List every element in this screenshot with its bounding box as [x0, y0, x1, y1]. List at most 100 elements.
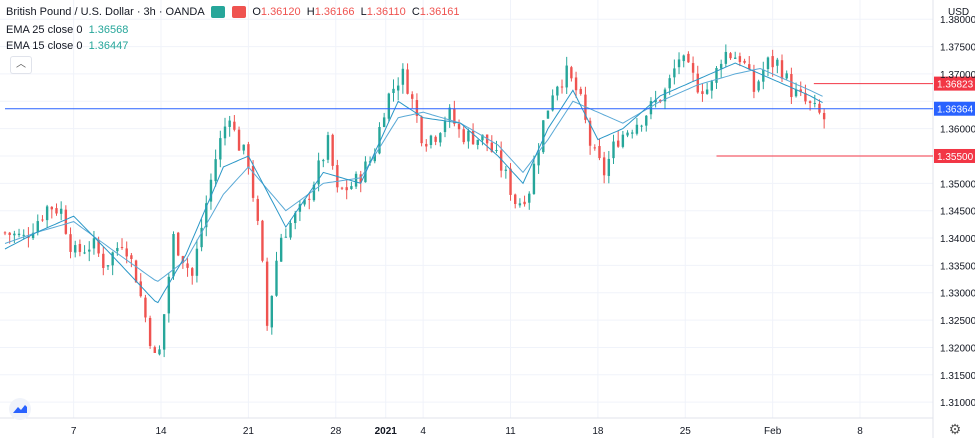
candle-down	[748, 64, 751, 70]
candle-up	[59, 208, 63, 214]
candle-up	[83, 252, 86, 254]
candle-up	[312, 184, 316, 201]
support-price-tag	[934, 148, 975, 163]
candle-down	[799, 89, 802, 92]
candle-up	[429, 135, 433, 145]
candle-up	[518, 203, 522, 206]
candle-up	[45, 206, 49, 221]
candle-up	[326, 135, 330, 160]
candle-up	[392, 88, 395, 94]
candle-up	[13, 233, 16, 236]
candle-up	[565, 65, 568, 88]
y-tick-label: 1.36000	[940, 125, 975, 136]
candle-down	[687, 53, 690, 63]
candle-up	[635, 124, 639, 134]
candle-up	[22, 234, 25, 236]
y-tick-label: 1.33000	[940, 289, 975, 300]
candle-up	[382, 117, 386, 128]
candle-up	[111, 252, 114, 266]
candle-up	[785, 73, 788, 79]
candle-up	[88, 249, 91, 252]
resistance-price-tag	[934, 76, 975, 91]
candle-up	[766, 57, 770, 70]
candle-down	[148, 317, 152, 346]
down-dot-icon	[232, 6, 247, 19]
candle-down	[434, 136, 437, 142]
y-tick-label: 1.38000	[940, 15, 975, 26]
candle-down	[420, 116, 423, 144]
x-tick-label: 11	[505, 426, 516, 437]
candle-up	[74, 245, 77, 253]
candle-up	[528, 193, 531, 203]
candle-down	[359, 174, 362, 183]
ema-15-legend[interactable]: EMA 15 close 0 1.36447	[6, 40, 129, 52]
candle-down	[602, 157, 606, 176]
candle-up	[532, 163, 536, 194]
candle-down	[331, 134, 334, 166]
candle-down	[3, 232, 7, 234]
candle-up	[654, 99, 657, 103]
candle-down	[8, 232, 11, 235]
x-tick-label: Feb	[764, 426, 782, 437]
y-tick-label: 1.32500	[940, 316, 975, 327]
gear-icon[interactable]: ⚙	[948, 421, 962, 437]
candle-down	[97, 239, 100, 254]
candle-up	[668, 78, 671, 89]
candle-down	[265, 261, 269, 326]
candle-down	[261, 220, 264, 261]
candle-down	[237, 129, 241, 151]
x-tick-label: 2021	[375, 426, 398, 437]
candle-up	[551, 95, 554, 111]
candle-up	[677, 59, 681, 68]
candle-up	[734, 57, 737, 59]
candle-up	[626, 132, 629, 136]
candle-up	[682, 55, 685, 62]
candle-up	[401, 68, 405, 85]
candle-up	[31, 232, 35, 239]
candle-up	[542, 120, 545, 153]
candle-up	[396, 85, 400, 91]
candle-up	[289, 222, 292, 238]
candle-up	[705, 89, 709, 94]
candle-down	[818, 103, 821, 113]
candle-up	[205, 203, 208, 228]
candle-down	[125, 248, 128, 257]
candle-down	[509, 168, 512, 195]
candle-down	[134, 260, 138, 283]
currency-label: USD	[948, 7, 969, 18]
candle-down	[69, 234, 72, 252]
candle-down	[808, 101, 812, 103]
support-price-label: 1.35500	[937, 152, 974, 163]
x-tick-label: 7	[71, 426, 77, 437]
candle-up	[546, 110, 550, 119]
candle-down	[616, 140, 620, 147]
candle-up	[116, 247, 119, 252]
candle-down	[804, 92, 807, 102]
candle-down	[696, 73, 699, 93]
candle-down	[425, 143, 428, 147]
candles	[3, 44, 826, 358]
candle-up	[631, 132, 634, 134]
tradingview-logo-icon[interactable]	[9, 398, 31, 420]
collapse-legend-button[interactable]: ︿	[10, 56, 32, 74]
candle-down	[144, 297, 147, 318]
candle-up	[813, 102, 816, 104]
resistance-price-label: 1.36823	[937, 80, 974, 91]
candle-down	[340, 187, 344, 189]
candle-down	[499, 150, 503, 171]
candle-up	[537, 150, 540, 166]
symbol-title[interactable]: British Pound / U.S. Dollar · 3h · OANDA	[6, 6, 205, 18]
candle-down	[729, 53, 732, 59]
candle-down	[120, 247, 124, 249]
ema-25-legend[interactable]: EMA 25 close 0 1.36568	[6, 24, 129, 36]
candle-down	[574, 77, 578, 91]
candle-up	[640, 125, 643, 127]
candle-down	[130, 255, 133, 259]
candle-up	[663, 89, 667, 102]
candle-down	[406, 69, 409, 94]
candle-down	[41, 219, 44, 221]
candle-up	[504, 169, 508, 171]
y-tick-label: 1.31500	[940, 371, 975, 382]
